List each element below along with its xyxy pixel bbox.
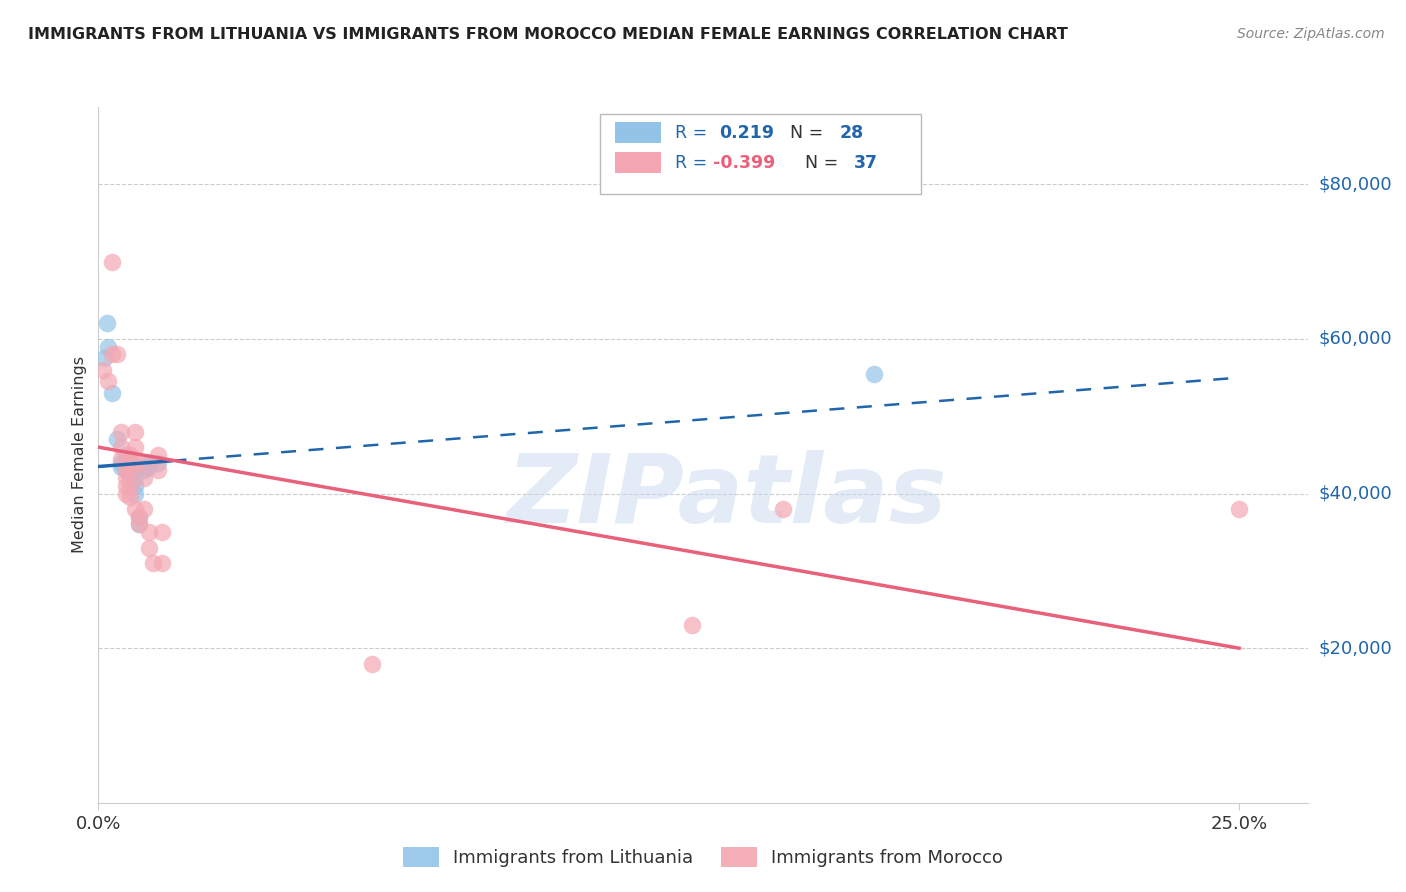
Point <box>128 517 150 532</box>
Point <box>124 463 146 477</box>
Point <box>114 463 136 477</box>
Text: 28: 28 <box>839 124 863 142</box>
Point <box>124 479 146 493</box>
Text: $20,000: $20,000 <box>1319 640 1392 657</box>
Point <box>114 479 136 493</box>
Text: $40,000: $40,000 <box>1319 484 1392 502</box>
Point <box>772 502 794 516</box>
Text: 37: 37 <box>855 153 879 171</box>
Point <box>91 363 114 377</box>
Point <box>110 440 132 454</box>
Text: -0.399: -0.399 <box>713 153 775 171</box>
Point <box>114 448 136 462</box>
Point <box>120 462 142 476</box>
Point <box>128 517 150 532</box>
Point <box>863 367 886 381</box>
Point <box>681 618 703 632</box>
Point <box>114 459 136 474</box>
Text: R =: R = <box>675 153 713 171</box>
Point <box>114 456 136 470</box>
Point <box>124 486 146 500</box>
Point <box>114 471 136 485</box>
Point <box>120 479 142 493</box>
Point <box>114 456 136 470</box>
FancyBboxPatch shape <box>600 114 921 194</box>
Text: Source: ZipAtlas.com: Source: ZipAtlas.com <box>1237 27 1385 41</box>
Text: $60,000: $60,000 <box>1319 330 1392 348</box>
Point <box>110 425 132 439</box>
Point <box>124 456 146 470</box>
Point <box>1227 502 1250 516</box>
Point <box>110 456 132 470</box>
Point <box>124 425 146 439</box>
Point <box>124 440 146 454</box>
Text: N =: N = <box>793 153 844 171</box>
Text: R =: R = <box>675 124 718 142</box>
Point <box>97 340 120 354</box>
Point <box>132 459 155 474</box>
Point <box>138 456 160 470</box>
Point <box>146 456 169 470</box>
Point <box>120 456 142 470</box>
Point <box>128 509 150 524</box>
Point <box>361 657 384 671</box>
Point <box>120 471 142 485</box>
Text: IMMIGRANTS FROM LITHUANIA VS IMMIGRANTS FROM MOROCCO MEDIAN FEMALE EARNINGS CORR: IMMIGRANTS FROM LITHUANIA VS IMMIGRANTS … <box>28 27 1069 42</box>
Point <box>110 459 132 474</box>
Point <box>132 463 155 477</box>
FancyBboxPatch shape <box>614 122 661 144</box>
Point <box>101 386 124 401</box>
Point <box>120 463 142 477</box>
Point <box>120 457 142 471</box>
Point <box>150 556 173 570</box>
Legend: Immigrants from Lithuania, Immigrants from Morocco: Immigrants from Lithuania, Immigrants fr… <box>395 839 1011 874</box>
Point <box>114 463 136 477</box>
Point <box>110 451 132 466</box>
Point <box>105 347 128 361</box>
Y-axis label: Median Female Earnings: Median Female Earnings <box>72 357 87 553</box>
Point <box>132 471 155 485</box>
Point <box>120 448 142 462</box>
Point <box>93 351 115 366</box>
Point <box>105 433 128 447</box>
FancyBboxPatch shape <box>614 153 661 173</box>
Point <box>142 556 165 570</box>
Point <box>120 491 142 505</box>
Point <box>114 486 136 500</box>
Point <box>138 541 160 555</box>
Point <box>101 254 124 268</box>
Point <box>124 471 146 485</box>
Point <box>128 509 150 524</box>
Point <box>138 459 160 474</box>
Point <box>138 525 160 540</box>
Point <box>96 375 118 389</box>
Point <box>150 525 173 540</box>
Point <box>132 456 155 470</box>
Text: ZIPatlas: ZIPatlas <box>508 450 948 543</box>
Point <box>146 448 169 462</box>
Point <box>124 459 146 474</box>
Text: N =: N = <box>779 124 830 142</box>
Point <box>124 502 146 516</box>
Text: 0.219: 0.219 <box>718 124 773 142</box>
Point <box>146 463 169 477</box>
Text: $80,000: $80,000 <box>1319 176 1392 194</box>
Point <box>101 347 124 361</box>
Point <box>96 317 118 331</box>
Point <box>132 502 155 516</box>
